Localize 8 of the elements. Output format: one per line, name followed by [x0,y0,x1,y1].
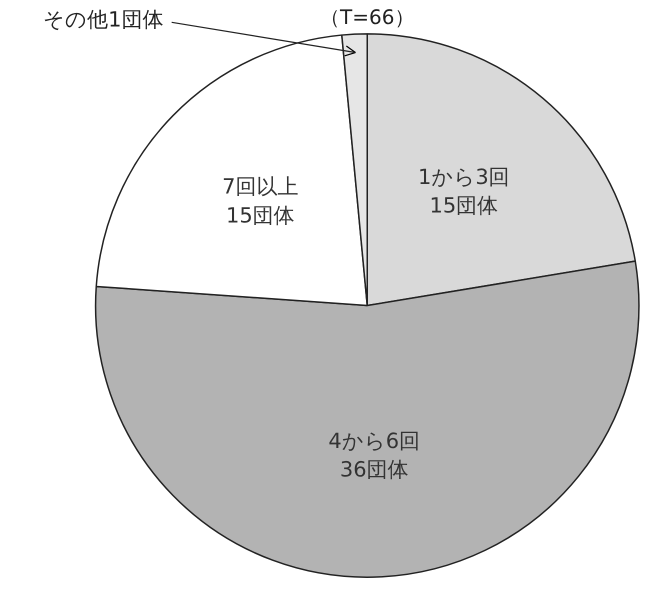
slice-label: 7回以上 [222,174,299,198]
data-label: 36団体 [340,458,409,482]
slice-label: 1から3回 [418,164,510,189]
data-label: 15団体 [430,194,498,218]
slice-label: その他1団体 [43,8,164,32]
data-label: 15団体 [226,203,295,228]
chart-title: （T=66） [320,4,414,29]
slice-label: 4から6回 [328,428,420,453]
